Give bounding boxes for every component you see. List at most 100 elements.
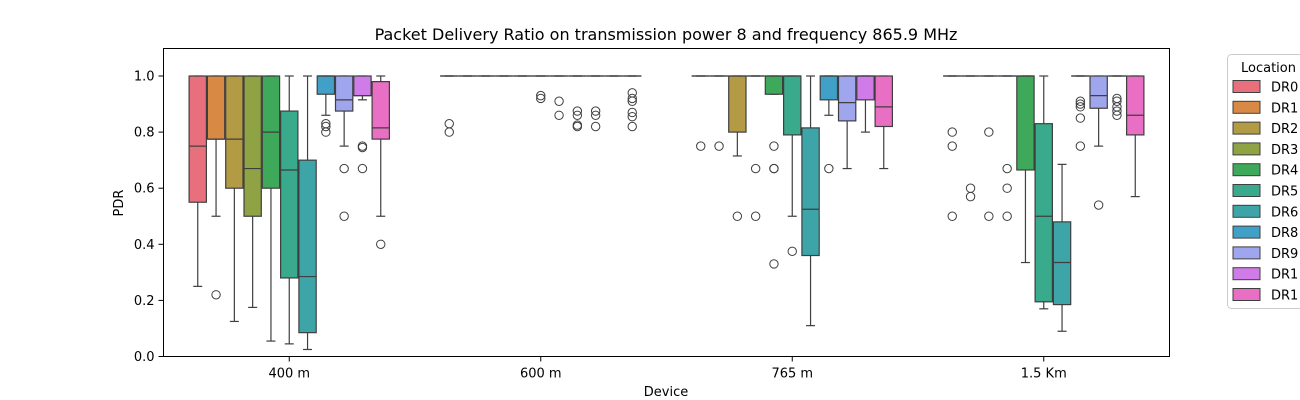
outlier-point — [769, 141, 779, 151]
box-2-5 — [782, 75, 802, 257]
x-axis-title: Device — [644, 385, 688, 400]
box-0-4 — [261, 75, 281, 342]
outlier-point — [357, 163, 368, 174]
box-2-3 — [746, 75, 765, 221]
box-1-8 — [586, 75, 605, 132]
outlier-point — [1002, 163, 1012, 174]
legend-swatch — [1232, 267, 1261, 281]
outlier-point — [1075, 113, 1086, 123]
y-tick-label: 1.0 — [134, 70, 155, 85]
legend-swatch — [1232, 225, 1261, 239]
box-body — [837, 75, 857, 122]
outlier-point — [984, 211, 994, 221]
outlier-point — [750, 211, 761, 221]
outlier-point — [590, 106, 601, 116]
plot-frame — [163, 48, 1170, 357]
legend-label: DR0 — [1271, 81, 1298, 96]
box-body — [371, 81, 391, 140]
outlier-point — [554, 110, 564, 120]
legend-title: Location — [1241, 61, 1296, 76]
box-body — [206, 75, 226, 140]
box-body — [782, 75, 802, 136]
box-0-10 — [371, 75, 391, 250]
legend-swatch — [1232, 204, 1261, 218]
box-3-5 — [1034, 75, 1053, 310]
outlier-point — [211, 290, 221, 300]
box-body — [764, 75, 784, 95]
outlier-point — [714, 141, 724, 151]
box-1-10 — [622, 75, 642, 132]
outlier-point — [1075, 102, 1086, 112]
outlier-point — [1112, 96, 1122, 106]
outlier-point — [787, 246, 797, 257]
outlier-point — [590, 110, 601, 120]
box-0-0 — [188, 75, 208, 287]
box-body — [280, 110, 299, 279]
box-body — [316, 75, 336, 95]
outlier-point — [339, 163, 349, 174]
legend-swatch — [1232, 142, 1261, 156]
outlier-point — [590, 121, 601, 132]
y-tick-label: 0.6 — [134, 182, 155, 197]
box-body — [188, 75, 208, 203]
legend: Location DR0 DR1 DR2 DR3 DR4 DR5 DR6 DR8 DR9 DR1 DR… — [1227, 54, 1300, 309]
legend-swatch — [1232, 184, 1261, 197]
box-3-9 — [1107, 75, 1127, 120]
y-tick-label: 0.8 — [134, 126, 155, 141]
box-2-6 — [801, 75, 820, 327]
outlier-point — [572, 106, 583, 116]
outlier-point — [627, 107, 637, 118]
box-1-7 — [568, 75, 587, 132]
box-body — [819, 75, 839, 101]
box-2-2 — [728, 75, 747, 221]
outlier-point — [627, 93, 637, 104]
outlier-point — [554, 96, 564, 106]
outlier-point — [536, 90, 546, 101]
legend-frame — [1227, 54, 1300, 309]
outlier-point — [572, 110, 583, 120]
box-2-0 — [691, 75, 710, 151]
outlier-point — [627, 121, 637, 132]
box-3-2 — [979, 75, 999, 221]
box-body — [728, 75, 747, 133]
outlier-point — [321, 121, 331, 132]
outlier-point — [965, 191, 976, 202]
box-3-10 — [1125, 75, 1145, 198]
box-0-7 — [316, 75, 336, 137]
box-body — [1089, 75, 1108, 109]
legend-swatch — [1232, 80, 1261, 93]
legend-label: DR4 — [1271, 164, 1298, 179]
box-0-2 — [225, 75, 244, 323]
legend-swatch — [1232, 121, 1261, 135]
legend-swatch — [1232, 246, 1261, 260]
outlier-point — [444, 127, 454, 137]
outlier-point — [769, 163, 779, 174]
outlier-point — [339, 211, 349, 221]
box-2-1 — [709, 75, 729, 151]
box-3-3 — [997, 75, 1017, 221]
box-body — [1034, 123, 1053, 303]
y-tick-label: 0.2 — [134, 294, 155, 309]
box-0-1 — [206, 75, 226, 300]
outlier-point — [1075, 96, 1086, 106]
outlier-point — [824, 163, 834, 174]
box-body — [225, 75, 244, 189]
outlier-point — [376, 239, 386, 250]
outlier-point — [1112, 106, 1122, 116]
outlier-point — [984, 127, 994, 137]
box-body — [874, 75, 893, 128]
box-body — [1016, 75, 1035, 171]
outlier-point — [357, 142, 368, 153]
legend-swatch — [1232, 163, 1261, 177]
box-3-8 — [1089, 75, 1108, 210]
outlier-point — [732, 211, 743, 221]
legend-swatch — [1232, 100, 1261, 114]
outlier-point — [1075, 141, 1086, 151]
box-1-5 — [531, 75, 550, 104]
x-tick-label: 600 m — [520, 367, 562, 382]
legend-label: DR2 — [1271, 122, 1298, 137]
outlier-point — [965, 183, 976, 193]
outlier-point — [947, 141, 957, 151]
outlier-point — [627, 96, 637, 106]
axes: 0.0 0.2 0.4 0.6 0.8 1.0 400 m 600 m 765 m 1.5 Km — [134, 70, 1067, 382]
